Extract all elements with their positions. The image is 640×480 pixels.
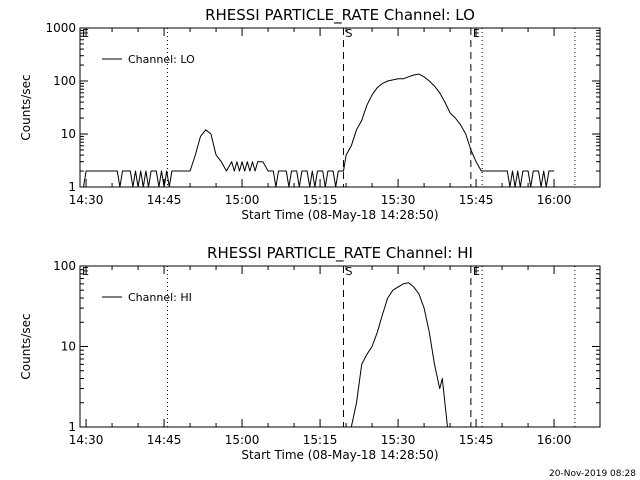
y-tick-label-1: 1 <box>68 180 76 194</box>
y-axis-label: Counts/sec <box>19 74 33 140</box>
x-tick-label-2: 14:45 <box>147 433 182 447</box>
x-tick-label-5: 15:30 <box>381 433 416 447</box>
x-tick-label-2: 14:45 <box>147 193 182 207</box>
series-line-1 <box>350 282 448 428</box>
x-tick-label-4: 15:15 <box>303 433 338 447</box>
y-axis-label: Counts/sec <box>19 313 33 379</box>
x-tick-label-4: 15:15 <box>303 193 338 207</box>
legend-label: Channel: HI <box>128 291 192 304</box>
series-line-1 <box>80 73 555 188</box>
y-tick-label-4: 1000 <box>45 21 76 35</box>
footer-timestamp: 20-Nov-2019 08:28 <box>549 469 636 479</box>
chart-panel-2: RHESSI PARTICLE_RATE Channel: HI Counts/s… <box>19 244 601 462</box>
y-tick-label-2: 10 <box>61 340 76 354</box>
x-axis-label: Start Time (08-May-18 14:28:50) <box>241 208 438 222</box>
x-tick-label-6: 15:45 <box>459 433 494 447</box>
x-tick-label-7: 16:00 <box>537 433 572 447</box>
chart-title: RHESSI PARTICLE_RATE Channel: LO <box>205 6 475 25</box>
y-tick-label-2: 10 <box>61 127 76 141</box>
x-tick-label-5: 15:30 <box>381 193 416 207</box>
marker-label-S: S <box>345 27 352 40</box>
x-tick-label-1: 14:30 <box>69 433 104 447</box>
chart-panel-1: RHESSI PARTICLE_RATE Channel: LO Counts/s… <box>19 6 601 222</box>
corner-label-1: E <box>82 27 89 40</box>
x-tick-label-1: 14:30 <box>69 193 104 207</box>
y-tick-label-1: 1 <box>68 420 76 434</box>
plot-frame <box>79 27 601 188</box>
x-tick-label-3: 15:00 <box>225 193 260 207</box>
y-tick-label-3: 100 <box>53 74 76 88</box>
x-tick-label-6: 15:45 <box>459 193 494 207</box>
x-tick-label-3: 15:00 <box>225 433 260 447</box>
marker-label-S: S <box>345 265 352 278</box>
legend-label: Channel: LO <box>128 53 195 66</box>
y-tick-label-3: 100 <box>53 259 76 273</box>
corner-label-1: E <box>82 265 89 278</box>
chart-title: RHESSI PARTICLE_RATE Channel: HI <box>207 244 473 263</box>
x-tick-label-7: 16:00 <box>537 193 572 207</box>
x-axis-label: Start Time (08-May-18 14:28:50) <box>241 448 438 462</box>
